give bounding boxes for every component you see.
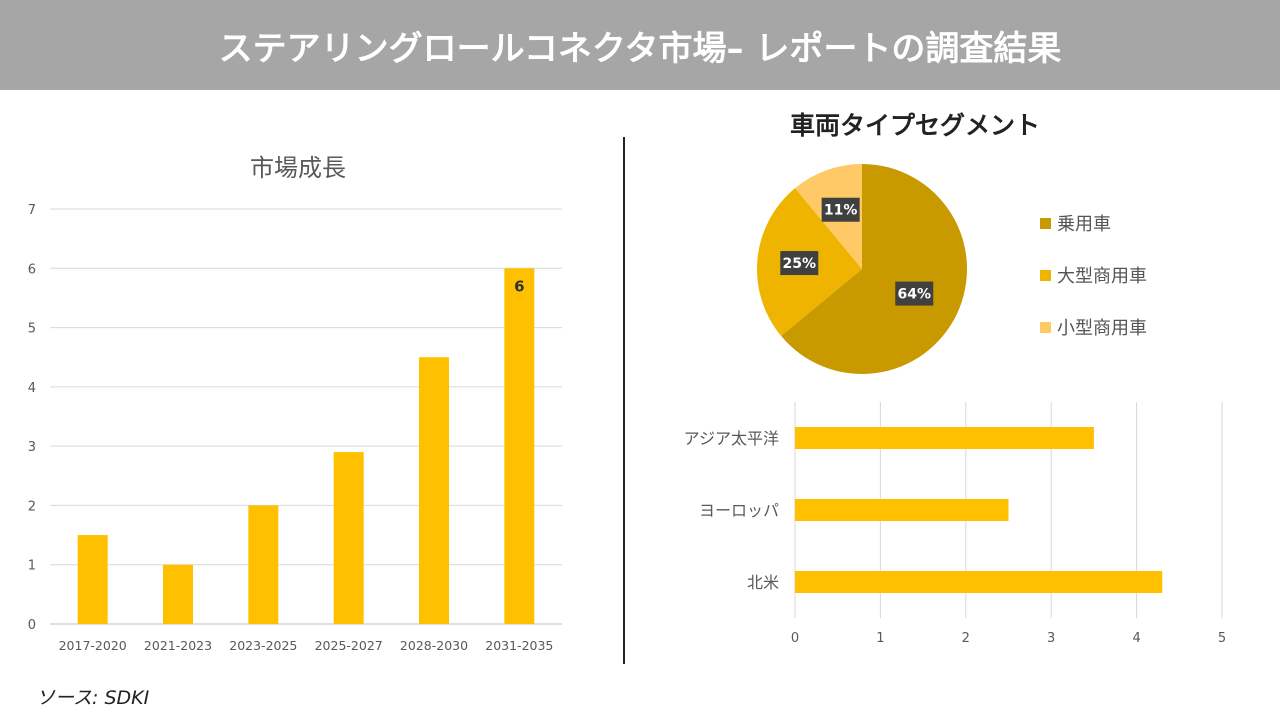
x-tick-label: 2021-2023	[144, 638, 212, 653]
legend-swatch	[1040, 269, 1051, 281]
bar-2021-2023	[163, 564, 193, 624]
x-tick-label: 2025-2027	[315, 638, 383, 653]
data-label: 11%	[824, 203, 858, 219]
bar-北米	[795, 571, 1163, 593]
header-banner: ステアリングロールコネクタ市場– レポートの調査結果	[0, 0, 1280, 90]
y-tick-label: ヨーロッパ	[699, 501, 779, 520]
y-tick-label: 2	[28, 499, 36, 514]
page-title: ステアリングロールコネクタ市場– レポートの調査結果	[218, 28, 1062, 69]
pie-title: 車両タイプセグメント	[790, 111, 1041, 140]
y-tick-label: 6	[28, 262, 36, 277]
x-tick-label: 4	[1132, 631, 1140, 646]
bar-ヨーロッパ	[795, 499, 1009, 521]
y-tick-label: 3	[28, 440, 36, 455]
bar-2017-2020	[77, 535, 108, 624]
x-tick-label: 1	[876, 631, 884, 646]
x-tick-label: 3	[1047, 631, 1055, 646]
divider	[623, 137, 625, 664]
pie-legend: 乗用車大型商用車小型商用車	[1040, 185, 1147, 365]
x-tick-label: 2023-2025	[229, 638, 297, 653]
x-tick-label: 2	[962, 631, 970, 646]
legend-swatch	[1040, 321, 1051, 333]
x-tick-label: 2028-2030	[400, 638, 468, 653]
x-tick-label: 5	[1218, 631, 1226, 646]
x-tick-label: 0	[791, 631, 799, 646]
x-tick-label: 2017-2020	[59, 638, 127, 653]
x-tick-label: 2031-2035	[485, 638, 553, 653]
pie-slice-乗用車	[781, 164, 967, 374]
legend-item: 小型商用車	[1040, 289, 1147, 365]
bar-アジア太平洋	[795, 427, 1094, 449]
legend-item: 乗用車	[1040, 185, 1147, 261]
y-tick-label: 5	[28, 322, 36, 337]
data-label-box	[895, 281, 934, 306]
vehicle-type-pie-chart: 64% 25% 11%	[757, 164, 967, 374]
bar-2028-2030	[419, 357, 449, 624]
data-label: 6	[514, 277, 524, 295]
y-tick-label: アジア太平洋	[684, 429, 779, 448]
y-tick-label: 北米	[747, 573, 779, 592]
data-label-box	[780, 251, 819, 276]
data-label: 64%	[897, 287, 931, 303]
y-tick-label: 1	[28, 559, 36, 574]
y-tick-label: 7	[28, 203, 36, 218]
y-tick-label: 4	[28, 381, 36, 396]
legend-label: 小型商用車	[1057, 318, 1147, 339]
legend-label: 乗用車	[1057, 214, 1111, 235]
data-label-box	[821, 197, 860, 222]
y-tick-label: 0	[28, 618, 36, 633]
bar-2025-2027	[333, 452, 364, 624]
market-growth-chart: 市場成長 0 1 2 3 4 5 6 7 2017-2020 2021-2023 2023-2025 2…	[28, 154, 562, 653]
bar-2031-2035	[504, 268, 535, 624]
legend-item: 大型商用車	[1040, 237, 1147, 313]
source-note: ソース: SDKI	[36, 687, 150, 709]
bar-2023-2025	[248, 505, 279, 624]
chart-title: 市場成長	[250, 154, 346, 182]
legend-label: 大型商用車	[1057, 266, 1147, 287]
legend-swatch	[1040, 217, 1051, 229]
data-label: 25%	[783, 256, 817, 272]
